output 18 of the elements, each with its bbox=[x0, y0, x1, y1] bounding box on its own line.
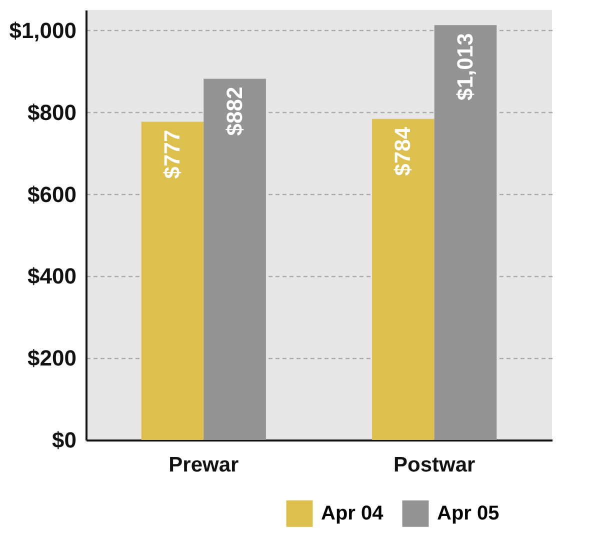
legend-label: Apr 05 bbox=[437, 502, 500, 525]
legend-label: Apr 04 bbox=[321, 502, 384, 525]
bar bbox=[372, 118, 434, 440]
y-tick-label: $200 bbox=[28, 346, 76, 371]
y-tick-label: $600 bbox=[28, 182, 76, 207]
x-tick-label: Postwar bbox=[393, 454, 476, 476]
y-tick-label: $800 bbox=[28, 100, 76, 125]
bar bbox=[141, 122, 204, 440]
y-tick-label: $400 bbox=[28, 264, 76, 289]
data-label: $1,013 bbox=[452, 33, 478, 100]
data-label: $784 bbox=[390, 126, 416, 176]
data-label: $882 bbox=[222, 86, 247, 136]
bar bbox=[434, 25, 497, 440]
x-tick-label: Prewar bbox=[168, 454, 239, 476]
y-tick-label: $0 bbox=[52, 428, 76, 452]
bar bbox=[204, 78, 266, 440]
data-label: $777 bbox=[160, 130, 185, 179]
y-tick-label: $1,000 bbox=[9, 18, 76, 43]
